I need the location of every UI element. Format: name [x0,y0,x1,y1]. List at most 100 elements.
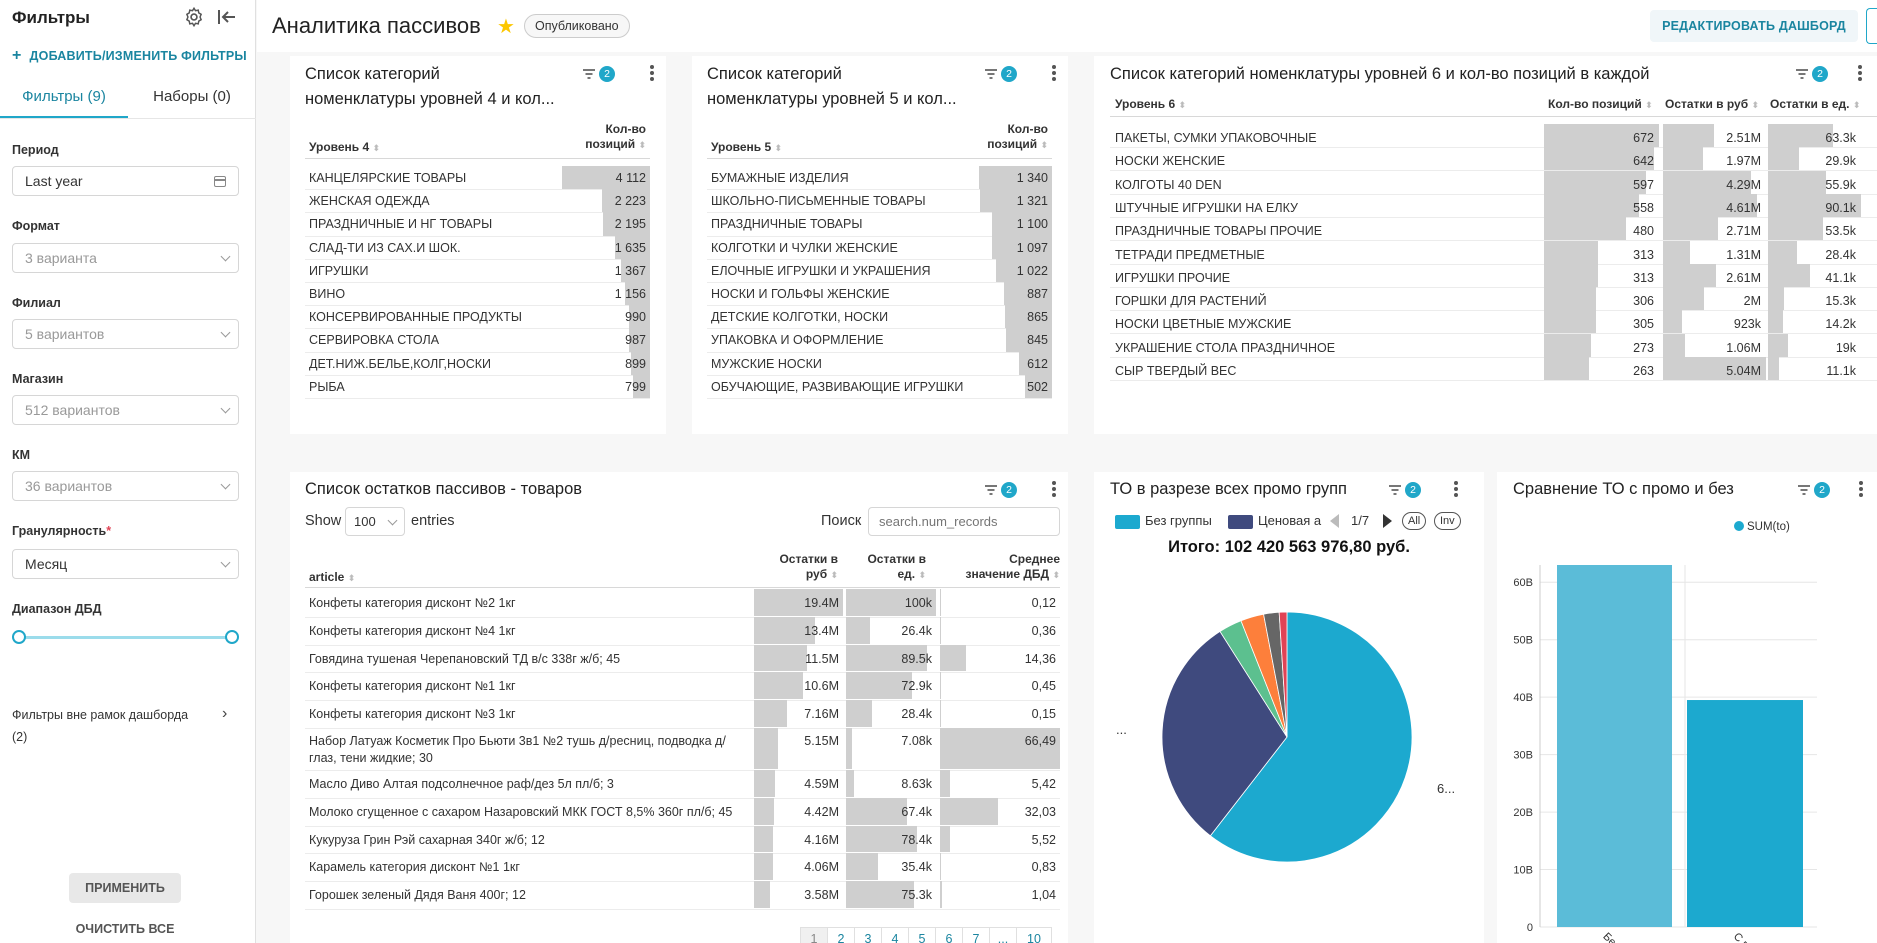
column-header[interactable]: Остатки в ед. ⬍ [867,552,926,581]
add-edit-filters-button[interactable]: + ДОБАВИТЬ/ИЗМЕНИТЬ ФИЛЬТРЫ [12,47,247,64]
legend-item[interactable]: Ценовая а [1258,513,1322,528]
legend-prev-icon[interactable] [1330,514,1339,528]
chevron-down-icon [220,479,231,490]
column-header[interactable]: Остатки в руб ⬍ [779,552,838,581]
column-header[interactable]: Среднее значение ДБД ⬍ [965,552,1060,581]
branch-select[interactable]: 5 вариантов [12,319,239,349]
dbd-range-slider-track[interactable] [18,636,232,639]
value-bar [754,853,773,881]
table-cell: 29.9k [1825,154,1856,169]
y-tick-label: 60B [1513,577,1533,589]
y-tick-label: 10B [1513,865,1533,877]
column-header[interactable]: Остатки в руб ⬍ [1665,97,1760,111]
tab-sets[interactable]: Наборы (0) [153,88,231,105]
page-link[interactable]: 4 [881,927,909,943]
legend-item[interactable]: Без группы [1145,513,1212,528]
legend-next-icon[interactable] [1383,514,1392,528]
column-header[interactable]: Уровень 6 ⬍ [1115,97,1187,111]
legend-invert-button[interactable]: Inv [1434,512,1461,530]
value-bar [754,589,843,616]
dbd-range-max-handle[interactable] [225,630,239,644]
table-cell: 5,52 [1031,832,1056,847]
chevron-down-icon [220,327,231,338]
value-bar [628,305,650,329]
column-header[interactable]: Кол-во позиций ⬍ [585,122,646,151]
page-link[interactable]: 6 [935,927,963,943]
clear-all-button[interactable]: ОЧИСТИТЬ ВСЕ [75,922,175,936]
filter-indicator[interactable]: 2 [1797,480,1831,500]
dbd-range-min-handle[interactable] [12,630,26,644]
more-vert-icon[interactable] [650,65,654,81]
page-link[interactable]: 7 [962,927,990,943]
store-select[interactable]: 512 вариантов [12,395,239,425]
filter-indicator[interactable]: 2 [1388,480,1422,500]
value-bar [1663,170,1751,194]
value-bar [940,797,998,825]
value-bar [1544,217,1627,241]
more-vert-icon[interactable] [1454,481,1458,497]
more-vert-icon[interactable] [1859,481,1863,497]
entries-select[interactable]: 100 [345,507,405,536]
format-select[interactable]: 3 варианта [12,243,239,273]
gear-icon[interactable] [183,6,205,34]
chevron-down-icon [387,515,398,526]
page-link[interactable]: 3 [854,927,882,943]
bar[interactable] [1687,700,1803,927]
legend-page: 1/7 [1351,513,1370,528]
pie-slice[interactable] [1161,630,1288,837]
edit-dashboard-button[interactable]: РЕДАКТИРОВАТЬ ДАШБОРД [1650,10,1858,42]
table-cell: СЕРВИРОВКА СТОЛА [309,333,440,348]
legend-item[interactable]: SUM(to) [1747,521,1790,533]
column-header[interactable]: Кол-во позиций ⬍ [987,122,1048,151]
filter-indicator[interactable]: 2 [582,64,616,84]
column-header[interactable]: Остатки в ед. ⬍ [1770,97,1861,111]
legend-all-button[interactable]: All [1402,512,1427,530]
page-link[interactable]: 1 [800,927,828,943]
value-bar [615,235,650,259]
more-vert-icon[interactable] [1858,65,1862,81]
table-cell: 306 [1633,294,1654,309]
table-cell: БУМАЖНЫЕ ИЗДЕЛИЯ [711,171,849,185]
km-select[interactable]: 36 вариантов [12,471,239,501]
value-bar [1768,193,1861,217]
more-vert-icon[interactable] [1052,481,1056,497]
bar[interactable] [1557,565,1672,927]
outside-filters-toggle[interactable]: Фильтры вне рамок дашборда (2) [12,708,189,744]
table-cell: 7.16M [804,707,839,722]
period-select[interactable]: Last year [12,166,239,196]
more-vert-icon[interactable] [1052,65,1056,81]
table-cell: 1 156 [614,287,646,301]
page-link[interactable]: ... [989,927,1017,943]
favorite-star-icon[interactable]: ★ [497,16,515,38]
table-cell: 1 097 [1016,240,1048,255]
page-link[interactable]: 2 [827,927,855,943]
column-header[interactable]: article ⬍ [309,570,356,584]
granularity-select[interactable]: Месяц [12,549,239,579]
apply-button[interactable]: ПРИМЕНИТЬ [69,873,181,903]
page-title: Аналитика пассивов [272,13,481,38]
pie-slice[interactable] [1278,611,1288,738]
table-cell: Конфеты категория дисконт №4 1кг [309,623,516,638]
column-header[interactable]: Уровень 4 ⬍ [309,140,381,154]
filter-indicator[interactable]: 2 [984,64,1018,84]
filter-indicator[interactable]: 2 [984,480,1018,500]
pie-slice[interactable] [1209,611,1413,863]
value-bar [628,328,650,352]
page-link[interactable]: 5 [908,927,936,943]
page-link[interactable]: 10 [1016,927,1052,943]
tab-filters[interactable]: Фильтры (9) [22,88,106,105]
table-cell: 14.2k [1825,317,1856,332]
value-bar [1544,147,1654,171]
table-cell: Набор Латуаж Косметик Про Бьюти 3в1 №2 т… [309,734,726,748]
table-cell: СЫР ТВЕРДЫЙ ВЕС [1115,364,1237,378]
column-header[interactable]: Кол-во позиций ⬍ [1548,97,1653,111]
table-cell: 35.4k [901,860,932,875]
filter-indicator[interactable]: 2 [1795,64,1829,84]
value-bar [980,189,1052,213]
column-header[interactable]: Уровень 5 ⬍ [711,140,783,154]
value-bar [846,672,912,700]
value-bar [1663,217,1719,241]
collapse-sidebar-icon[interactable] [217,8,237,29]
search-input[interactable] [868,507,1060,536]
more-header-button[interactable] [1866,8,1877,44]
